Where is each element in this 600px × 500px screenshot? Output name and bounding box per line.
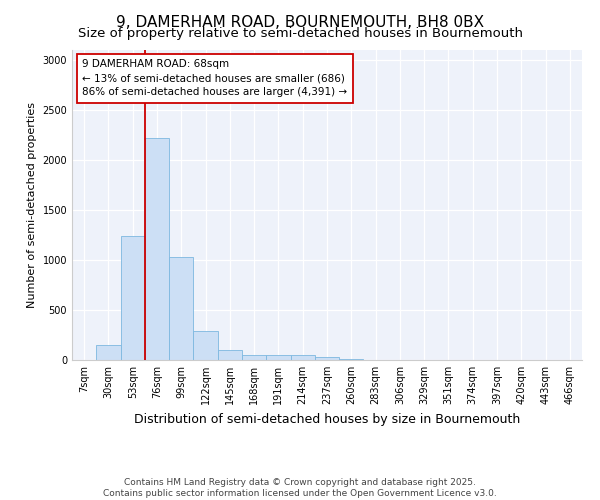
Text: 9 DAMERHAM ROAD: 68sqm
← 13% of semi-detached houses are smaller (686)
86% of se: 9 DAMERHAM ROAD: 68sqm ← 13% of semi-det… — [82, 60, 347, 98]
Bar — [266, 354, 290, 360]
Bar — [218, 350, 242, 360]
Text: 9, DAMERHAM ROAD, BOURNEMOUTH, BH8 0BX: 9, DAMERHAM ROAD, BOURNEMOUTH, BH8 0BX — [116, 15, 484, 30]
Bar — [242, 354, 266, 360]
X-axis label: Distribution of semi-detached houses by size in Bournemouth: Distribution of semi-detached houses by … — [134, 412, 520, 426]
Bar — [339, 359, 364, 360]
Text: Size of property relative to semi-detached houses in Bournemouth: Size of property relative to semi-detach… — [77, 28, 523, 40]
Bar — [121, 236, 145, 360]
Bar — [193, 331, 218, 360]
Bar — [290, 354, 315, 360]
Bar — [315, 357, 339, 360]
Bar — [145, 138, 169, 360]
Bar — [96, 345, 121, 360]
Y-axis label: Number of semi-detached properties: Number of semi-detached properties — [27, 102, 37, 308]
Text: Contains HM Land Registry data © Crown copyright and database right 2025.
Contai: Contains HM Land Registry data © Crown c… — [103, 478, 497, 498]
Bar — [169, 257, 193, 360]
